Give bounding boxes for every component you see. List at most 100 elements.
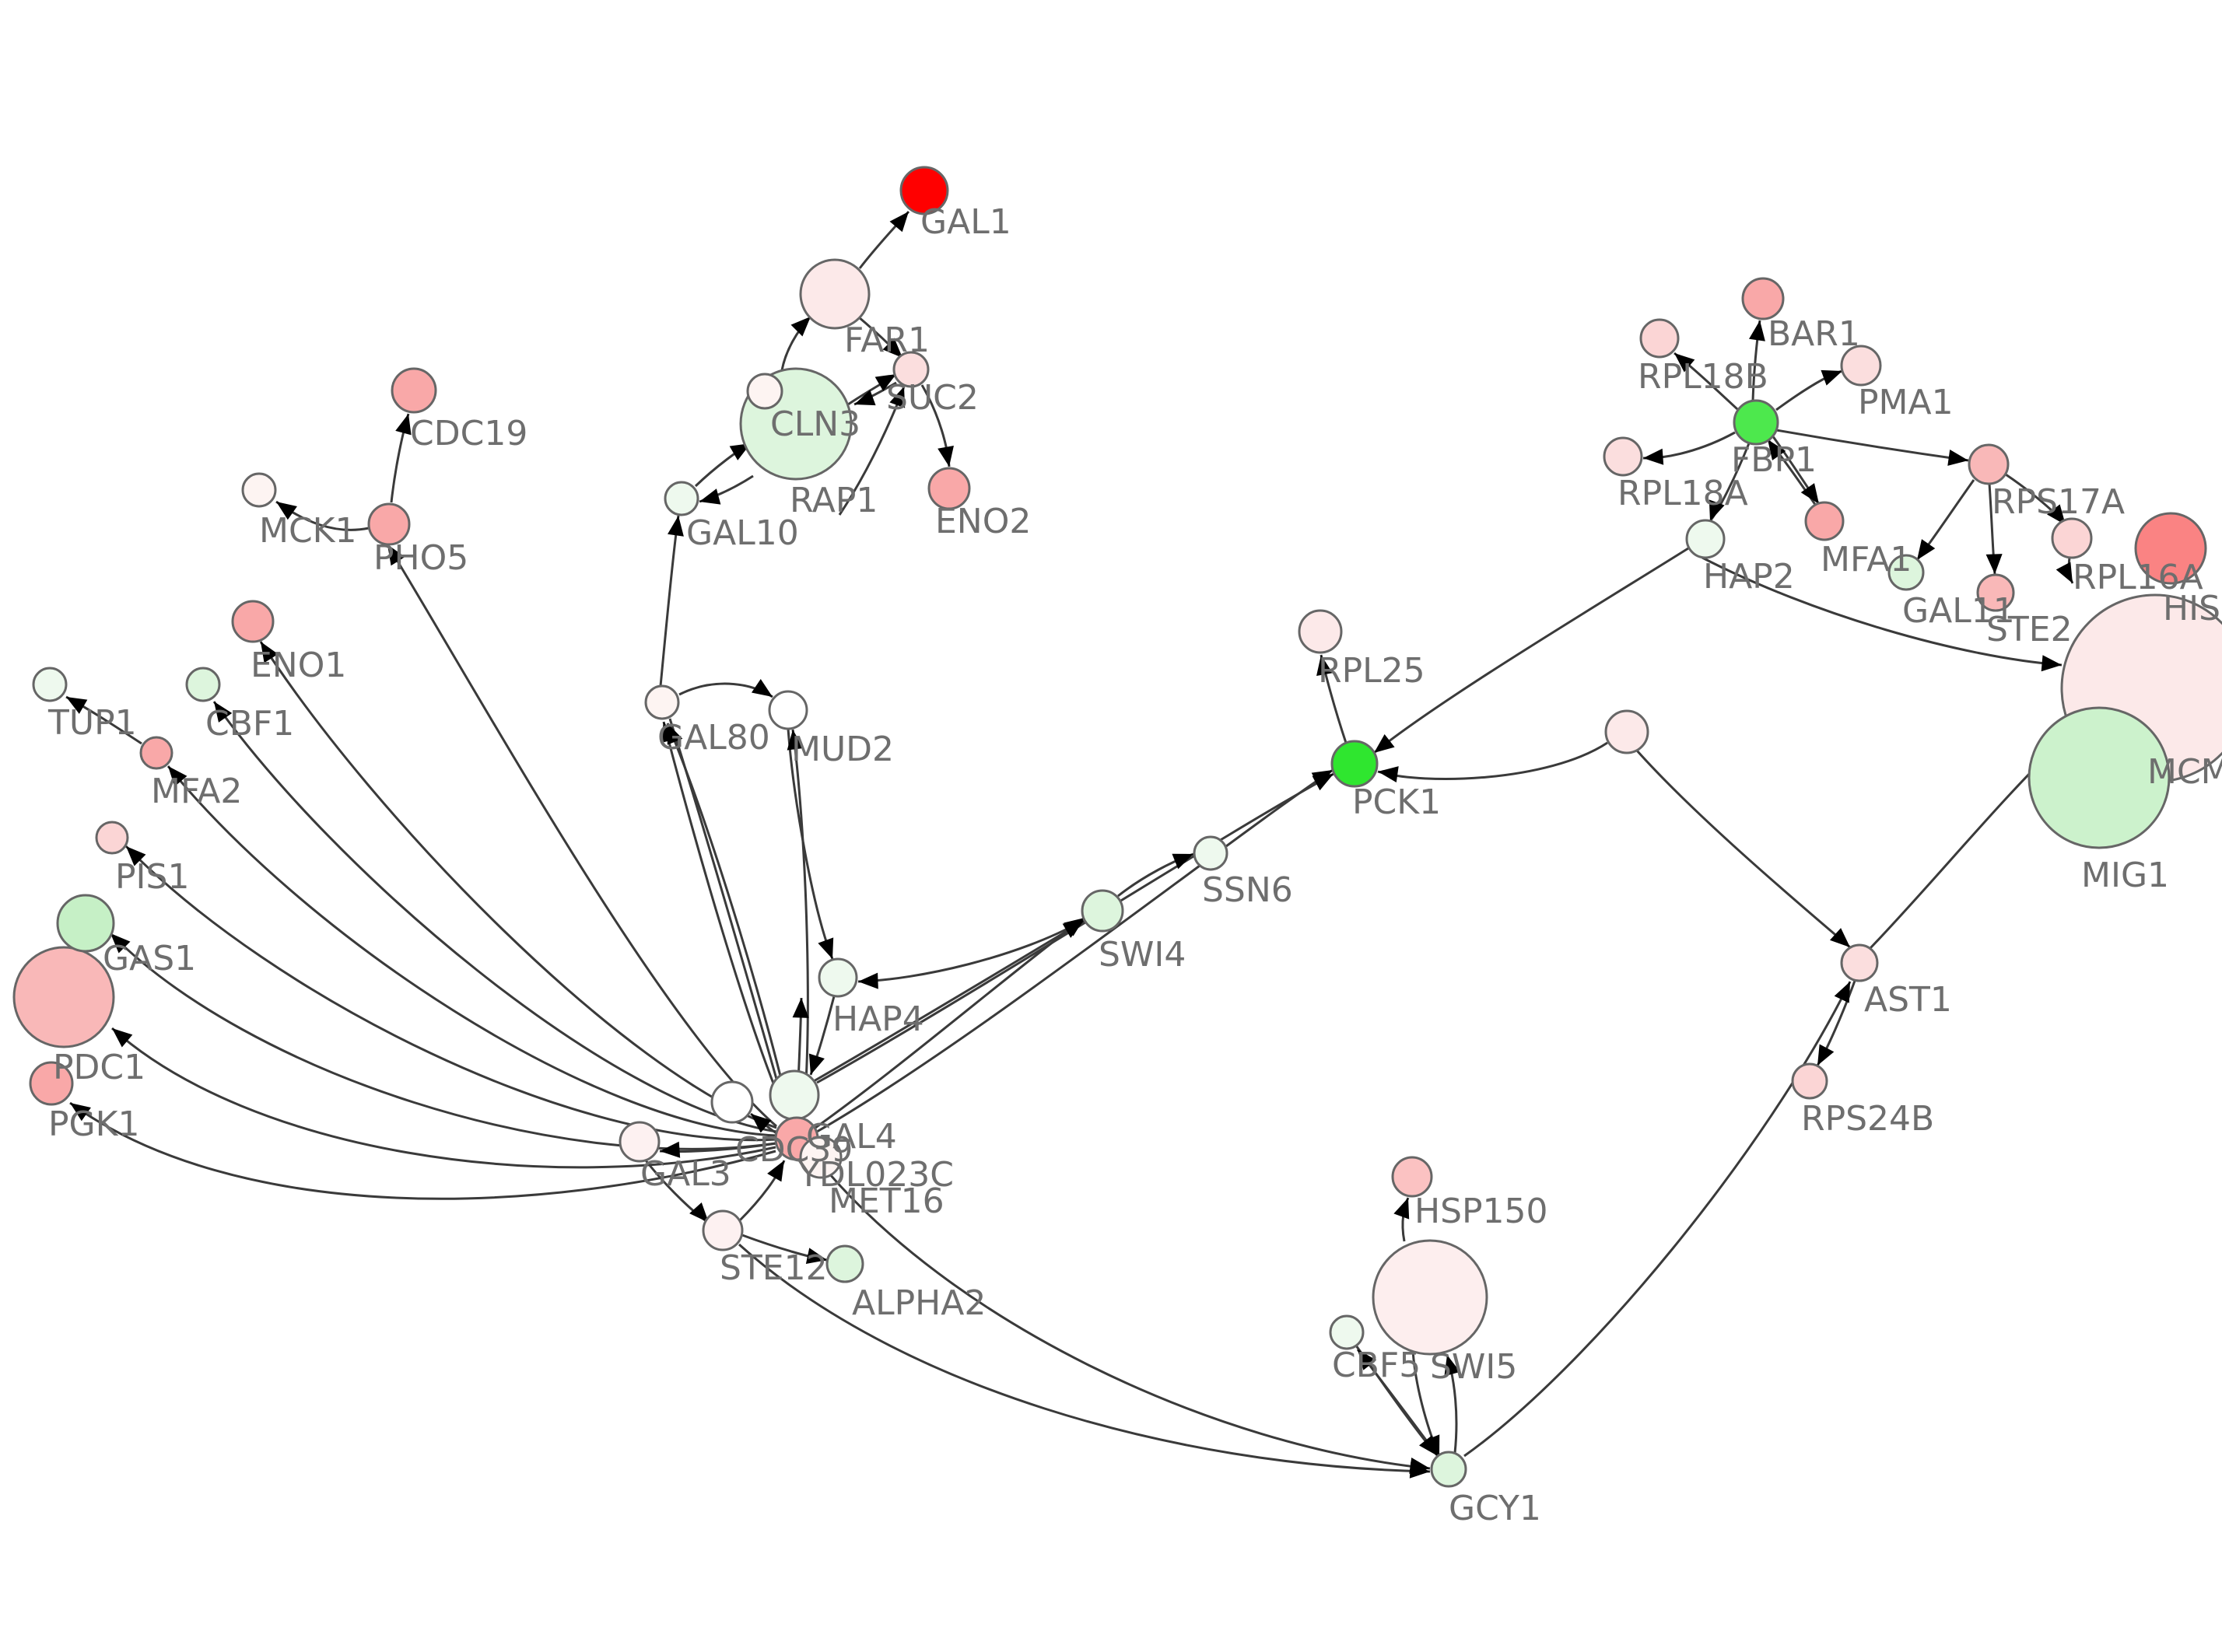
arrowhead-FBP1-to-RPL18A xyxy=(1643,448,1664,465)
node-mfa2[interactable] xyxy=(139,736,173,770)
edge-GAL4-to-CDC19 xyxy=(386,544,777,1128)
node-label-gal80: GAL80 xyxy=(657,718,770,758)
node-gal1[interactable] xyxy=(899,166,949,215)
node-gal10[interactable] xyxy=(664,481,699,516)
edge-GAL4-to-PCK1 xyxy=(816,768,1334,1133)
node-eno1[interactable] xyxy=(231,600,275,643)
node-ssn6[interactable] xyxy=(1193,835,1228,871)
node-rps17a[interactable] xyxy=(1968,443,2010,485)
node-unlabeled1[interactable] xyxy=(1604,709,1649,754)
arrowhead-SWI4-to-HAP4 xyxy=(858,972,878,989)
node-met16[interactable] xyxy=(769,1069,820,1121)
node-label-ste2: STE2 xyxy=(1986,610,2073,649)
node-ast1[interactable] xyxy=(1840,943,1879,982)
node-hap4[interactable] xyxy=(818,957,858,998)
node-swi5[interactable] xyxy=(1372,1239,1488,1356)
arrowhead-SWI4-to-SSN6 xyxy=(1172,853,1193,870)
node-ste12[interactable] xyxy=(702,1209,744,1251)
node-label-cdc39: CDC39 xyxy=(735,1130,853,1170)
edge-GAL4-to-CBF1 xyxy=(212,701,777,1133)
node-suc2[interactable] xyxy=(892,351,930,388)
node-label-rpl18a: RPL18A xyxy=(1617,474,1748,513)
node-label-hsp150: HSP150 xyxy=(1414,1192,1548,1231)
arrowhead-HAP2-to-PCK1 xyxy=(1374,733,1395,753)
arrowhead-CLN3-to-FAR1 xyxy=(790,317,811,337)
arrowhead-STE12-to-GCY1 xyxy=(1409,1461,1430,1479)
arrowhead-FBP1-to-BAR1 xyxy=(1749,320,1765,341)
node-swi4[interactable] xyxy=(1081,889,1124,933)
node-cdc19[interactable] xyxy=(391,367,437,414)
node-pho5[interactable] xyxy=(367,502,411,546)
node-rpl16a[interactable] xyxy=(2051,517,2093,559)
arrowhead-GAL4-to-CBF1 xyxy=(214,702,233,723)
arrowhead-SWI5-to-GCY1 xyxy=(1424,1434,1440,1456)
arrowhead-GAL3-to-STE12 xyxy=(689,1202,709,1223)
node-ste2[interactable] xyxy=(1976,573,2015,612)
edge-GAL4-to-GCY1 xyxy=(815,1158,1431,1470)
node-pma1[interactable] xyxy=(1840,345,1882,387)
node-cbf1[interactable] xyxy=(185,667,221,702)
arrowhead-GCY1-to-AST1 xyxy=(1834,982,1850,1003)
node-gal80[interactable] xyxy=(644,684,680,720)
node-rps24b[interactable] xyxy=(1791,1062,1828,1100)
node-pis1[interactable] xyxy=(95,821,129,855)
node-bar1[interactable] xyxy=(1741,277,1785,320)
arrowheads-layer xyxy=(66,212,2073,1479)
node-eno2[interactable] xyxy=(927,467,971,510)
arrowhead-FBP1-to-RPS17A xyxy=(1947,450,1968,466)
node-cdc39[interactable] xyxy=(710,1080,754,1124)
node-pck1[interactable] xyxy=(1330,740,1379,788)
node-pgk1[interactable] xyxy=(29,1061,74,1106)
arrowhead-STE12-to-GAL4 xyxy=(767,1160,784,1182)
node-label-pgk1: PGK1 xyxy=(48,1104,139,1144)
edge-GAL4-to-PDC1 xyxy=(110,1027,776,1169)
node-mig1[interactable] xyxy=(2027,706,2171,849)
node-hap2[interactable] xyxy=(1685,519,1726,559)
node-his4[interactable] xyxy=(2134,512,2207,585)
node-label-cdc19: CDC19 xyxy=(410,414,527,453)
node-label-ssn6: SSN6 xyxy=(1202,870,1293,910)
node-gas1[interactable] xyxy=(56,894,115,953)
node-gal11[interactable] xyxy=(1887,554,1925,591)
node-pdc1[interactable] xyxy=(12,946,115,1048)
node-rap1[interactable] xyxy=(746,373,783,410)
node-label-mcm1: MCM1 xyxy=(2147,752,2222,792)
node-label-suc2: SUC2 xyxy=(886,378,979,418)
node-rpl18b[interactable] xyxy=(1639,318,1680,359)
node-label-cbf5: CBF5 xyxy=(1332,1346,1421,1385)
arrowhead-UNLABELED1-to-AST1 xyxy=(1829,928,1850,947)
node-far1[interactable] xyxy=(799,258,871,330)
edge-GAL4-to-MUD2 xyxy=(791,729,809,1119)
edge-HAP2-to-PCK1 xyxy=(1373,547,1689,754)
arrowhead-MUD2-to-HAP4 xyxy=(818,937,834,959)
node-label-gal1: GAL1 xyxy=(920,202,1011,242)
node-gcy1[interactable] xyxy=(1430,1451,1467,1488)
arrowhead-MFA2-to-TUP1 xyxy=(66,697,88,714)
node-rpl18a[interactable] xyxy=(1603,436,1643,477)
edge-UNLABELED1-to-AST1 xyxy=(1635,749,1851,949)
node-gal3[interactable] xyxy=(619,1121,661,1163)
node-label-rpl16a: RPL16A xyxy=(2073,558,2203,597)
node-alpha2[interactable] xyxy=(825,1244,864,1283)
node-ydl023c[interactable] xyxy=(799,1136,843,1179)
node-hsp150[interactable] xyxy=(1391,1156,1433,1198)
node-tup1[interactable] xyxy=(32,667,68,702)
edges-layer xyxy=(65,211,2074,1473)
arrowhead-FBP1-to-PMA1 xyxy=(1821,369,1842,386)
node-mud2[interactable] xyxy=(768,690,808,730)
node-cbf5[interactable] xyxy=(1329,1314,1365,1350)
node-mfa1[interactable] xyxy=(1804,501,1845,541)
arrowhead-GAL4-to-MUD2 xyxy=(787,730,804,751)
arrowhead-MFA1-to-FBP1 xyxy=(1768,439,1786,460)
arrowhead-FBP1-to-MFA1 xyxy=(1800,483,1819,504)
node-mck1[interactable] xyxy=(241,472,277,508)
node-label-gal11: GAL11 xyxy=(1902,591,2015,631)
arrowhead-UNLABELED1-to-PCK1 xyxy=(1378,766,1399,782)
node-fbp1[interactable] xyxy=(1733,399,1779,446)
edge-GAL4-to-PGK1 xyxy=(69,1101,776,1200)
node-label-alpha2: ALPHA2 xyxy=(852,1283,986,1323)
arrowhead-FBP1-to-HAP2 xyxy=(1709,499,1725,521)
node-rpl25[interactable] xyxy=(1298,609,1343,654)
